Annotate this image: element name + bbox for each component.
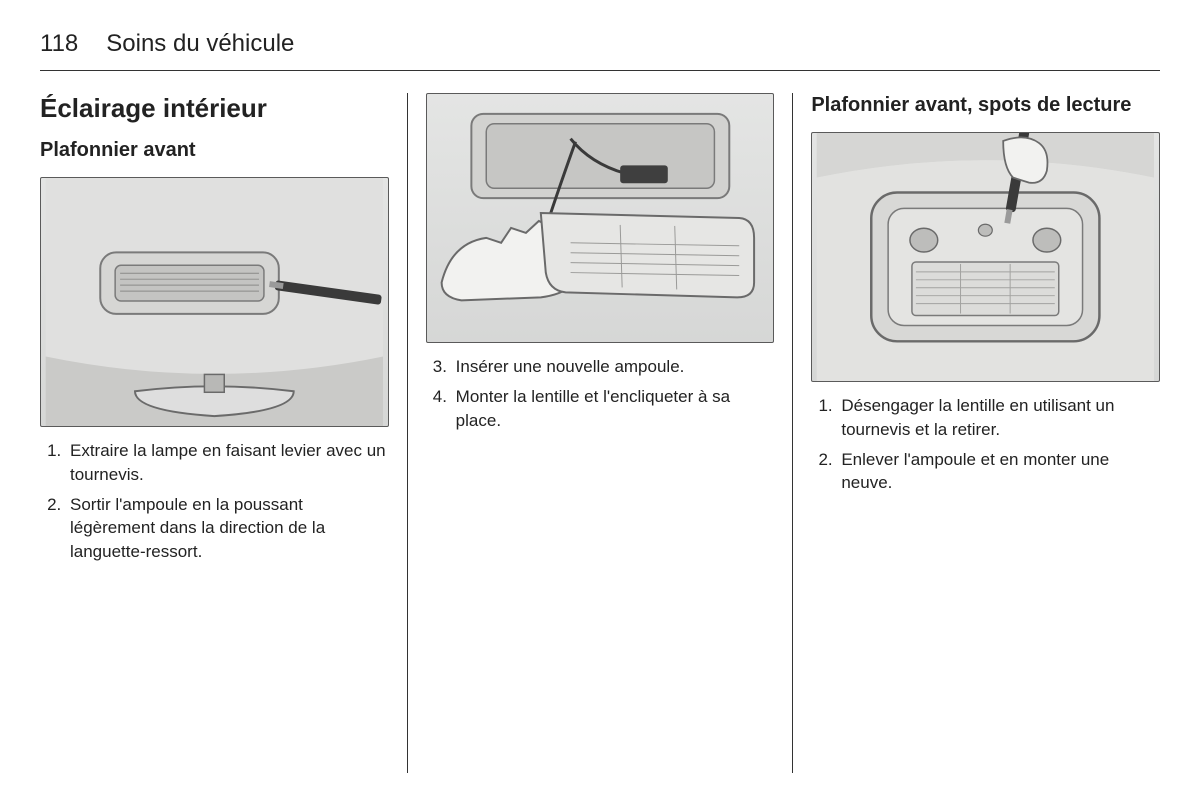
steps-list-2: Insérer une nouvelle ampoule. Monter la … — [426, 355, 775, 432]
step-item: Sortir l'ampoule en la poussant légèreme… — [66, 493, 389, 564]
subsection-title: Plafonnier avant — [40, 138, 389, 163]
figure-courtesy-light-removal — [40, 177, 389, 427]
chapter-title: Soins du véhicule — [106, 30, 294, 58]
step-item: Enlever l'ampoule et en monter une neuve… — [837, 448, 1160, 496]
section-title: Éclairage intérieur — [40, 93, 389, 124]
header-rule — [40, 70, 1160, 71]
steps-list-1: Extraire la lampe en faisant levier avec… — [40, 439, 389, 564]
step-item: Insérer une nouvelle ampoule. — [452, 355, 775, 379]
step-item: Désengager la lentille en utilisant un t… — [837, 394, 1160, 442]
content-columns: Éclairage intérieur Plafonnier avant — [40, 93, 1160, 773]
step-item: Extraire la lampe en faisant levier avec… — [66, 439, 389, 487]
column-3: Plafonnier avant, spots de lecture — [792, 93, 1160, 773]
step-item: Monter la lentille et l'encliqueter à sa… — [452, 385, 775, 433]
column-2: Insérer une nouvelle ampoule. Monter la … — [407, 93, 793, 773]
figure-bulb-insert — [426, 93, 775, 343]
column-1: Éclairage intérieur Plafonnier avant — [40, 93, 407, 773]
subsection-title: Plafonnier avant, spots de lecture — [811, 93, 1160, 118]
steps-list-3: Désengager la lentille en utilisant un t… — [811, 394, 1160, 495]
page-header: 118 Soins du véhicule — [40, 30, 1160, 68]
figure-reading-light — [811, 132, 1160, 382]
page-number: 118 — [40, 30, 78, 58]
